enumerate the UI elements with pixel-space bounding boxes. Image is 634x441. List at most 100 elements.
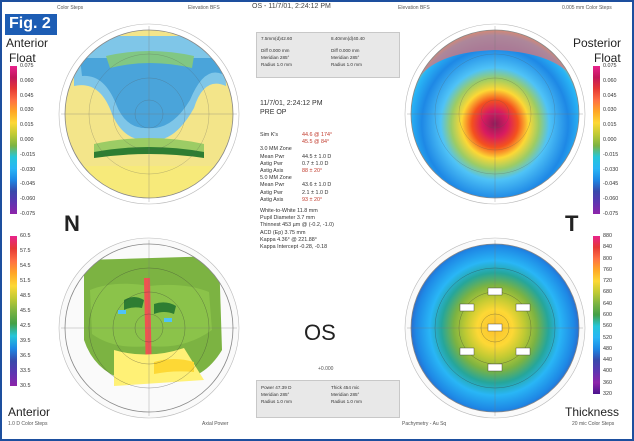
bottom-info-row: Power 47.39 D [261,385,292,390]
scale-tick: 0.075 [20,63,34,69]
scale-tick: 60.5 [20,233,31,239]
scale-tick: -0.030 [603,166,619,173]
bottom-info-row: Meridian 285° [261,392,290,397]
reading-key: Mean Pwr [260,153,285,160]
scale-tick: 30.5 [20,383,31,389]
reading-value: 0.7 ± 1.0 D [302,160,329,167]
scale-tick: 0.060 [603,77,617,84]
scale-tick: 42.5 [20,323,31,329]
top-info-col2: 8.40mm(d)40.40 [331,36,365,41]
posterior-float-map [404,23,586,205]
scale-tick: -0.045 [603,181,619,188]
reading-value: 43.6 ± 1.0 D [302,182,332,189]
scale-tick: 0.030 [20,107,34,114]
top-info-box: 7.5mm(d)42.60 8.40mm(d)40.40 Diff 0.000 … [256,32,400,78]
scale-tick: 0.015 [20,122,34,129]
scale-tick: 33.5 [20,368,31,374]
scale-tick: 57.5 [20,248,31,254]
anterior-label: Anterior [6,36,49,50]
scale-tick: -0.015 [603,151,619,158]
scale-tick: 51.5 [20,278,31,284]
reading-extra: Kappa Intercept -0.28, -0.18 [260,244,328,250]
reading-value: 44.5 ± 1.0 D [302,153,332,160]
scale-tick: 0.000 [20,137,34,143]
scale-tick: 320 [603,391,612,397]
bl-scale-note: 1.0 D Color Steps [8,421,48,427]
scale-tick: 680 [603,289,612,296]
scale-tick: 0.075 [603,63,617,69]
scale-tick: 560 [603,323,612,330]
bottom-anterior-label: Anterior [8,405,51,419]
thickness-label: Thickness [565,405,620,419]
scale-tick: 400 [603,368,612,375]
scale-tick: 480 [603,345,612,352]
scale-tick: 0.015 [603,122,617,129]
scale-tick: -0.060 [603,196,619,203]
nasal-label: N [64,211,80,236]
tl-scale-note: Color Steps [57,5,84,11]
reading-extra: Pupil Diameter 3.7 mm [260,215,315,222]
reading-extra: Thinnest 453 µm @ (-0.2, -1.0) [260,222,334,229]
bottom-info-row: Radius 1.0 mm [261,399,292,404]
figure-label: Fig. 2 [5,14,57,35]
scale-tick: 360 [603,379,612,386]
scale-tick: 840 [603,244,612,251]
scale-tick: 600 [603,312,612,318]
scale-tick: 880 [603,233,612,239]
tr-scale-note: 0.005 mm Color Steps [562,5,612,11]
top-info-row: Diff 0.000 mm [261,48,290,53]
br-mode: Pachymetry - Au Sq [402,421,447,427]
scale-tick: 0.045 [20,92,34,99]
reading-key: Astig Axis [260,168,284,174]
bottom-info-row: Thick 454 mic [331,385,360,390]
scale-tick: -0.045 [20,181,36,188]
reading-key: Mean Pwr [260,182,285,189]
reading-key: Sim K's [260,132,279,138]
bottom-info-row: Radius 1.0 mm [331,399,362,404]
top-info-row: Radius 1.0 mm [331,62,362,67]
scale-tick: 0.000 [603,137,617,143]
reading-key: 5.0 MM Zone [260,175,292,182]
scale-tick: 0.030 [603,107,617,114]
bottom-info-row: Meridian 285° [331,392,360,397]
float-label: Float [9,51,36,65]
scale-tick: -0.075 [20,211,36,217]
posterior-float-label: Float [594,51,621,65]
reading-extra: White-to-White 11.8 mm [260,208,318,214]
scale-tick: 45.5 [20,308,31,314]
reading-key: Astig Axis [260,196,284,203]
tl-mode: Elevation BFS [188,5,220,11]
top-info-row: Diff 0.000 mm [331,48,360,53]
scale-tick: -0.075 [603,211,619,217]
scale-tick: 520 [603,334,612,341]
exam-note: PRE OP [260,109,287,116]
temporal-label: T [565,211,579,236]
reading-value: 93 ± 20° [302,196,323,203]
axial-power-map [58,237,240,419]
thickness-map [404,237,586,419]
eye-label: OS [304,320,336,345]
top-info-row: Radius 1.0 mm [261,62,292,67]
top-info-col1: 7.5mm(d)42.60 [261,36,293,41]
scale-tick: -0.015 [20,151,36,158]
top-info-row: Meridian 285° [331,55,360,60]
scale-tick: 39.5 [20,338,31,344]
reading-key: 3.0 MM Zone [260,146,292,153]
top-info-row: Meridian 285° [261,55,290,60]
reading-key: Astig Pwr [260,189,283,196]
reading-value: 88 ± 20° [302,168,323,174]
center-small: +0.000 [318,366,334,372]
scale-tick: 640 [603,300,612,307]
posterior-label: Posterior [573,36,622,50]
tr-mode: Elevation BFS [398,5,430,11]
reading-value: 2.1 ± 1.0 D [302,189,329,196]
reading-key: Astig Pwr [260,160,283,167]
br-scale-note: 20 mic Color Steps [572,421,615,427]
scale-tick: 720 [603,278,612,285]
scale-tick: 440 [603,357,612,364]
bottom-info-box: Power 47.39 D Meridian 285° Radius 1.0 m… [256,380,400,418]
scale-tick: 0.045 [603,92,617,99]
scale-tick: 0.060 [20,77,34,84]
reading-extra: ACD (Ep) 3.75 mm [260,229,306,236]
